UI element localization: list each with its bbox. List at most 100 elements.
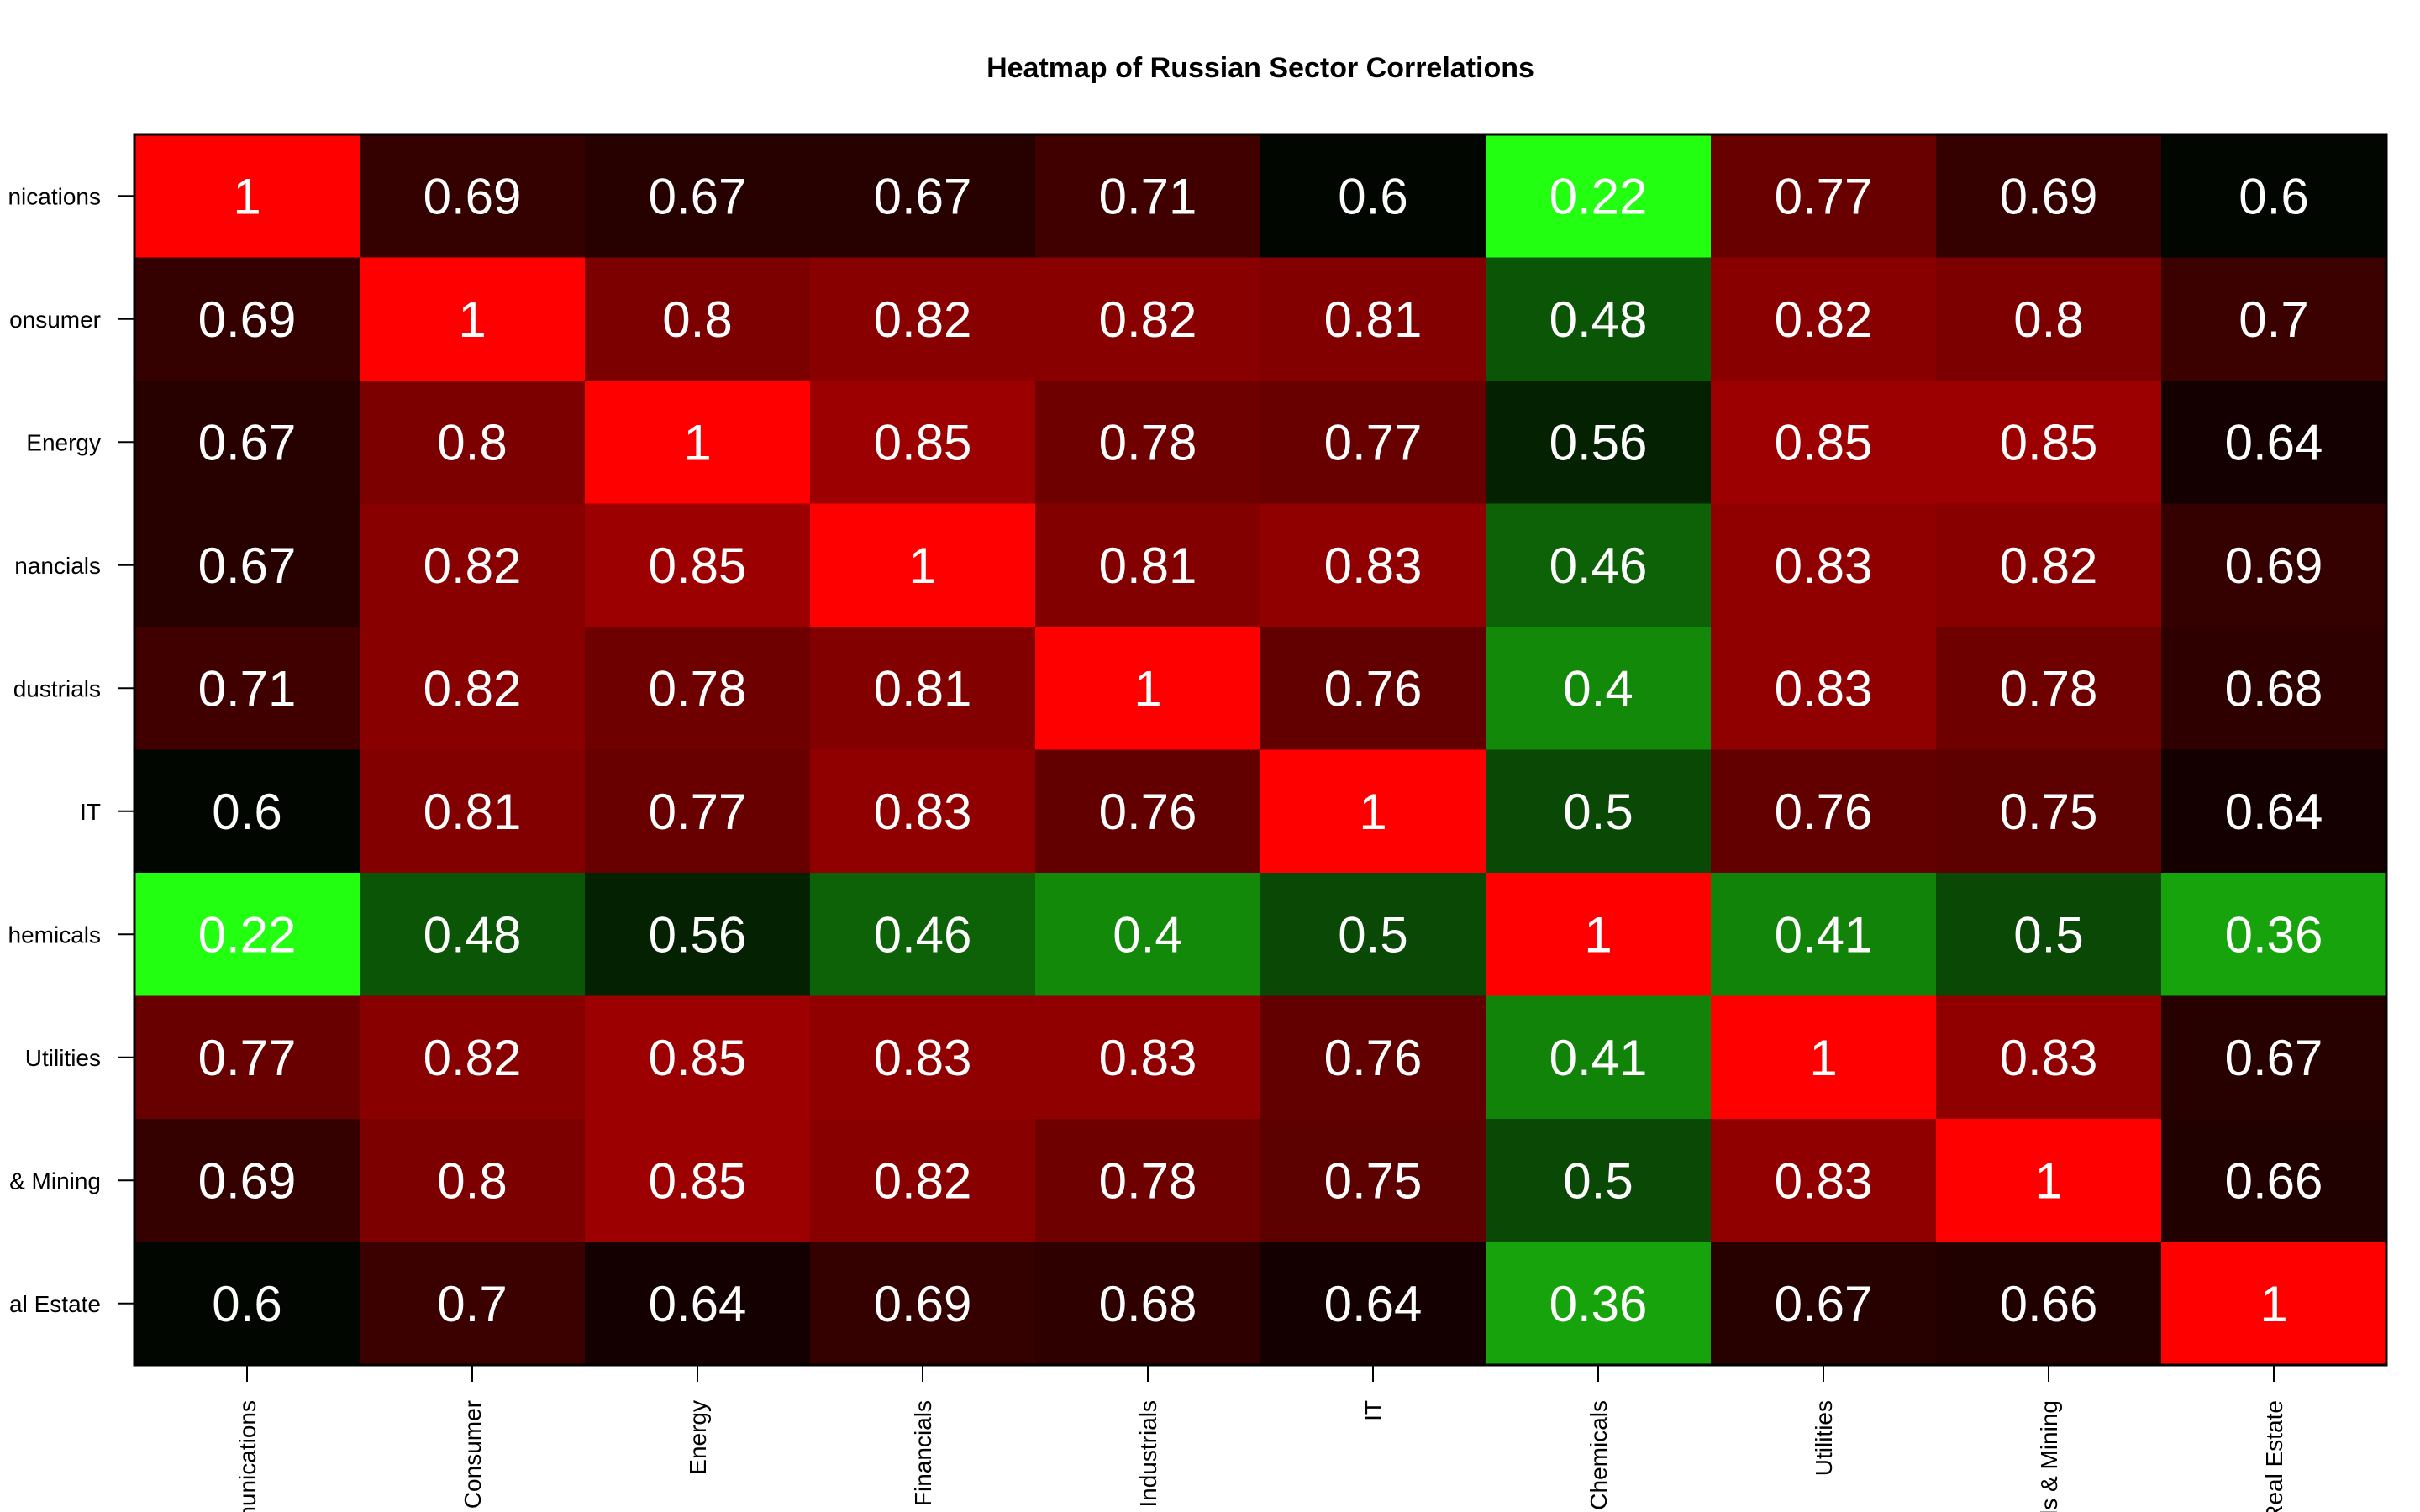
- heatmap-cell: [1035, 749, 1261, 874]
- heatmap-cell: [585, 381, 811, 505]
- cell-value-label: 0.81: [1324, 291, 1423, 348]
- heatmap-cell: [1936, 873, 2162, 997]
- cell-value-label: 0.82: [874, 291, 972, 348]
- cell-value-label: 0.77: [649, 784, 747, 840]
- y-tick-label: onsumer: [9, 307, 101, 333]
- heatmap-cell: [360, 627, 586, 751]
- heatmap-cell: [1035, 257, 1261, 381]
- cell-value-label: 0.82: [2000, 538, 2098, 594]
- heatmap-cell: [134, 1242, 360, 1366]
- cell-value-label: 0.36: [2225, 906, 2323, 963]
- heatmap-cell: [810, 1119, 1036, 1243]
- heatmap-cell: [1936, 381, 2162, 505]
- cell-value-label: 0.46: [874, 906, 972, 963]
- heatmap-cell: [360, 257, 586, 381]
- heatmap-cell: [2161, 995, 2387, 1120]
- heatmap-cell: [360, 381, 586, 505]
- cell-value-label: 0.85: [1775, 414, 1873, 470]
- x-tick-label: munications: [234, 1400, 260, 1512]
- cell-value-label: 0.76: [1099, 784, 1197, 840]
- plot-border: [133, 133, 2388, 1367]
- heatmap-cell: [1711, 995, 1937, 1120]
- heatmap-cell: [2161, 134, 2387, 259]
- heatmap-cell: [1486, 257, 1712, 381]
- cell-value-label: 0.5: [1338, 906, 1407, 963]
- cell-value-label: 0.41: [1775, 906, 1873, 963]
- heatmap-cell: [1711, 1119, 1937, 1243]
- cell-value-label: 0.85: [2000, 414, 2098, 470]
- cell-value-label: 0.82: [1099, 291, 1197, 348]
- x-tick-label: Consumer: [460, 1400, 486, 1509]
- heatmap-cell: [134, 627, 360, 751]
- heatmap-cell: [810, 134, 1036, 259]
- cell-value-label: 0.5: [1563, 784, 1633, 840]
- heatmap-cell: [134, 503, 360, 627]
- heatmap-cell: [585, 873, 811, 997]
- cell-value-label: 0.76: [1775, 784, 1873, 840]
- heatmap-cell: [134, 873, 360, 997]
- heatmap-cell: [134, 257, 360, 381]
- cell-value-label: 0.82: [874, 1152, 972, 1209]
- heatmap-cell: [1035, 134, 1261, 259]
- heatmap-cell: [360, 503, 586, 627]
- cell-value-label: 0.82: [424, 1030, 522, 1086]
- cell-value-label: 0.67: [1775, 1276, 1873, 1332]
- cell-value-label: 0.5: [2013, 906, 2083, 963]
- heatmap-cell: [1260, 873, 1486, 997]
- heatmap-cell: [810, 381, 1036, 505]
- cell-value-label: 0.85: [874, 414, 972, 470]
- x-tick-label: Financials: [910, 1400, 936, 1506]
- heatmap-cell: [1486, 381, 1712, 505]
- heatmap-cell: [1035, 381, 1261, 505]
- cell-value-label: 0.83: [874, 784, 972, 840]
- y-tick-label: nications: [8, 183, 101, 209]
- heatmap-cell: [134, 381, 360, 505]
- cell-value-label: 0.77: [198, 1030, 297, 1086]
- heatmap-cell: [1260, 1242, 1486, 1366]
- x-tick-label: Utilities: [1811, 1400, 1837, 1476]
- heatmap-cell: [1260, 257, 1486, 381]
- x-tick-label: IT: [1360, 1400, 1386, 1421]
- heatmap-cell: [2161, 503, 2387, 627]
- heatmap-cell: [1711, 257, 1937, 381]
- cell-value-label: 0.69: [2225, 538, 2323, 594]
- cell-value-label: 0.83: [1775, 538, 1873, 594]
- cell-value-label: 0.8: [2013, 291, 2083, 348]
- heatmap-cell: [1260, 1119, 1486, 1243]
- cell-value-label: 1: [233, 168, 260, 224]
- heatmap-cell: [1035, 995, 1261, 1120]
- cell-value-label: 0.6: [212, 1276, 281, 1332]
- heatmap-cell: [2161, 1242, 2387, 1366]
- cell-value-label: 0.5: [1563, 1152, 1633, 1209]
- y-axis: nications onsumer Energy nancials dustrials I…: [8, 183, 134, 1317]
- heatmap-cell: [585, 503, 811, 627]
- heatmap-cell: [810, 257, 1036, 381]
- heatmap-cell: [1711, 134, 1937, 259]
- heatmap-cell: [134, 749, 360, 874]
- cell-value-label: 0.64: [2225, 784, 2323, 840]
- heatmap-cell: [810, 1242, 1036, 1366]
- heatmap-cell: [1936, 1242, 2162, 1366]
- heatmap-cell: [585, 257, 811, 381]
- heatmap-cell: [1260, 749, 1486, 874]
- heatmap-cell: [2161, 749, 2387, 874]
- cell-value-label: 0.22: [198, 906, 297, 963]
- cell-value-label: 0.6: [212, 784, 281, 840]
- heatmap-cell: [2161, 627, 2387, 751]
- heatmap-cell: [1711, 1242, 1937, 1366]
- cell-value-label: 0.67: [198, 414, 297, 470]
- cell-value-label: 0.64: [649, 1276, 747, 1332]
- cell-value-label: 0.83: [1775, 1152, 1873, 1209]
- cell-value-label: 0.64: [2225, 414, 2323, 470]
- cell-value-label: 0.69: [198, 291, 297, 348]
- heatmap-cell: [1486, 503, 1712, 627]
- cell-value-label: 0.68: [1099, 1276, 1197, 1332]
- cell-value-label: 1: [2260, 1276, 2287, 1332]
- cell-value-label: 0.71: [1099, 168, 1197, 224]
- heatmap-cell: [585, 749, 811, 874]
- heatmap-cell: [1936, 257, 2162, 381]
- cell-value-label: 0.69: [198, 1152, 297, 1209]
- cell-value-label: 0.69: [874, 1276, 972, 1332]
- y-tick-label: nancials: [14, 553, 101, 579]
- heatmap-cell: [134, 134, 360, 259]
